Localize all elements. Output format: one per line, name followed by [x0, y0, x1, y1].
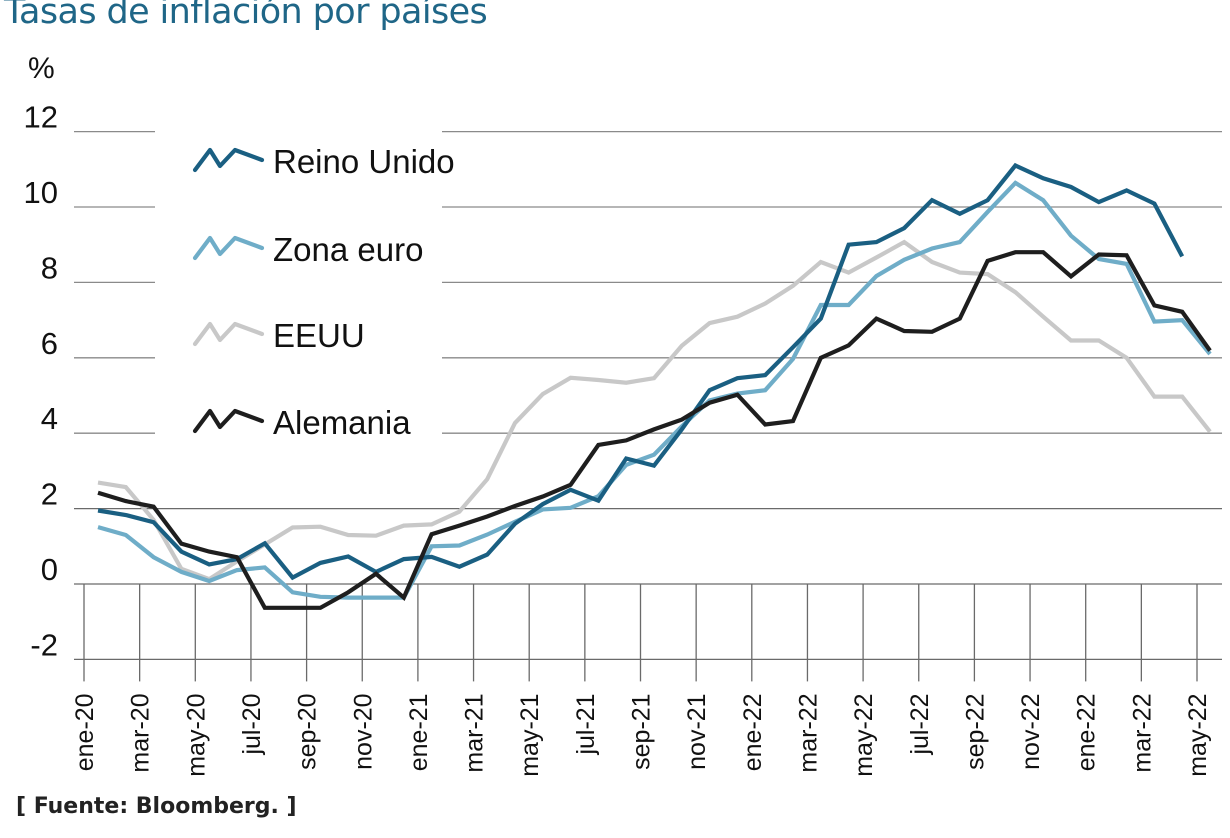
y-tick-label: -2 — [30, 627, 58, 662]
x-tick-label: may-22 — [1184, 693, 1212, 776]
x-tick-label: nov-21 — [683, 693, 711, 769]
legend-swatch-icon — [192, 321, 265, 347]
legend-label: EEUU — [273, 317, 365, 354]
chart-title: Tasas de inflación por países — [4, 0, 488, 32]
x-tick-label: nov-22 — [1017, 693, 1045, 769]
y-tick-label: 8 — [41, 250, 58, 285]
x-tick-label: ene-22 — [1073, 693, 1101, 771]
x-tick-label: may-20 — [182, 693, 210, 776]
x-axis-ticks — [83, 584, 1198, 682]
x-tick-label: may-22 — [850, 693, 878, 776]
y-tick-label: 12 — [24, 100, 58, 135]
x-tick-label: nov-20 — [349, 693, 377, 769]
legend-label: Alemania — [273, 404, 411, 441]
series-line-zona-euro — [97, 180, 1212, 600]
x-tick-label: mar-22 — [1128, 693, 1156, 772]
y-tick-label: 10 — [24, 175, 58, 210]
y-axis: 12 10 8 6 4 2 0 -2 — [24, 100, 58, 663]
x-tick-label: mar-22 — [794, 693, 822, 772]
legend-item-eeuu: EEUU — [192, 317, 365, 354]
legend-label: Zona euro — [273, 231, 423, 268]
series-line-alemania — [97, 250, 1212, 610]
series-line-eeuu — [97, 239, 1212, 582]
legend-label: Reino Unido — [273, 143, 455, 180]
gridlines — [74, 130, 1222, 661]
x-tick-label: sep-21 — [628, 693, 656, 769]
y-tick-label: 4 — [41, 401, 58, 436]
x-tick-label: jul-20 — [238, 693, 266, 755]
y-axis-label: % — [28, 52, 55, 85]
x-tick-label: ene-21 — [405, 693, 433, 771]
legend-swatch-icon — [192, 408, 265, 434]
y-tick-label: 0 — [41, 552, 58, 587]
x-tick-label: sep-20 — [294, 693, 322, 769]
x-tick-label: jul-21 — [572, 693, 600, 755]
source-note: [ Fuente: Bloomberg. ] — [16, 794, 297, 819]
x-tick-label: jul-22 — [906, 693, 934, 755]
legend: Reino Unido Zona euro EEUU Alemania — [192, 143, 455, 441]
x-tick-label: ene-22 — [739, 693, 767, 771]
series-line-reino-unido — [97, 162, 1185, 581]
x-tick-label: ene-20 — [71, 693, 99, 771]
x-axis-labels: ene-20 mar-20 may-20 jul-20 sep-20 nov-20 ene-… — [71, 693, 1212, 776]
x-tick-label: mar-20 — [127, 693, 155, 772]
legend-item-alemania: Alemania — [192, 404, 411, 441]
x-tick-label: sep-22 — [961, 693, 989, 769]
legend-swatch-icon — [192, 235, 265, 261]
legend-swatch-icon — [192, 147, 265, 173]
y-tick-label: 6 — [41, 326, 58, 361]
x-tick-label: may-21 — [516, 693, 544, 776]
legend-item-reino-unido: Reino Unido — [192, 143, 455, 180]
series-lines — [97, 162, 1212, 610]
y-tick-label: 2 — [41, 477, 58, 512]
legend-item-zona-euro: Zona euro — [192, 231, 423, 268]
x-tick-label: mar-21 — [461, 693, 489, 772]
